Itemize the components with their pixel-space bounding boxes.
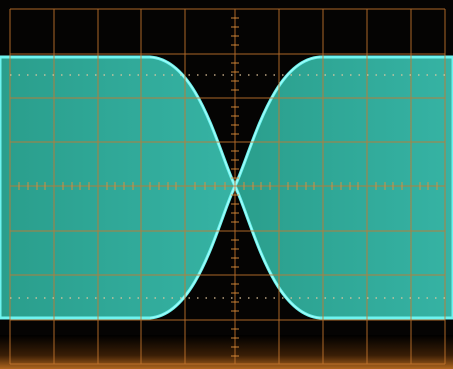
graticule (9, 8, 446, 365)
bottom-glow (0, 335, 453, 369)
center-axis-ticks (18, 17, 438, 357)
